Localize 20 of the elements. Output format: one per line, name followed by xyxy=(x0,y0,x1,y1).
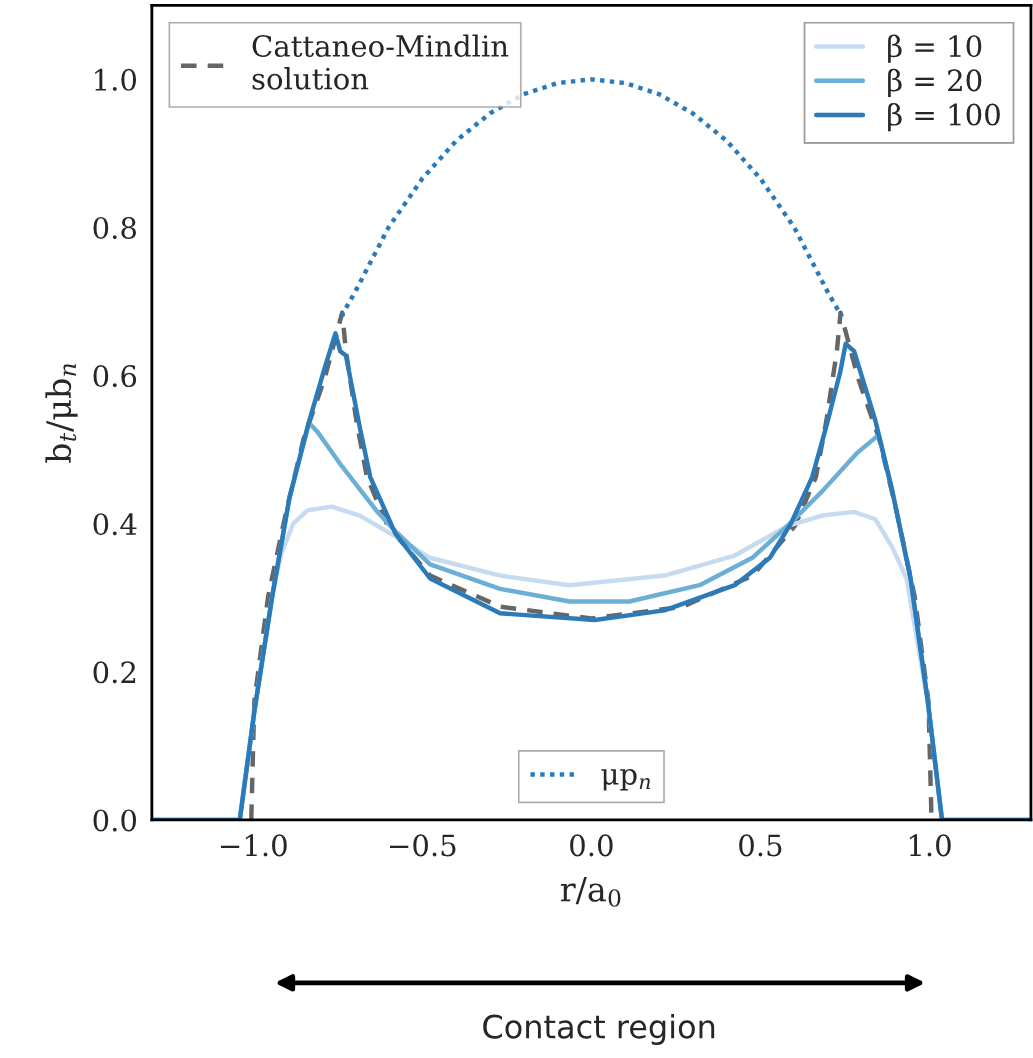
legend-label: β = 100 xyxy=(888,102,1000,132)
legend-label: β = 10 xyxy=(888,34,982,63)
text: Contact region xyxy=(483,1013,715,1045)
x-tick-label: 1.0 xyxy=(909,834,951,857)
y-tick-label: 0.4 xyxy=(93,513,137,536)
y-tick-label: 1.0 xyxy=(95,68,137,91)
y-tick-label: 0.8 xyxy=(93,216,136,239)
x-tick-label: 0.0 xyxy=(570,834,613,857)
y-tick-label: 0.0 xyxy=(93,809,137,832)
line-series xyxy=(249,310,934,820)
legend-label: μp$_{n}$ xyxy=(601,768,651,791)
x-tick-label: −0.5 xyxy=(390,834,456,857)
x-tick-label: −1.0 xyxy=(220,834,287,857)
legend-label: β = 20 xyxy=(888,68,982,98)
x-tick-label: 0.5 xyxy=(739,834,782,857)
y-tick-label: 0.2 xyxy=(93,661,136,684)
y-tick-label: 0.6 xyxy=(93,365,137,388)
x-axis-title: r/a$_{0}$ xyxy=(560,876,621,907)
legend-label: Cattaneo-Mindlin solution xyxy=(252,34,509,90)
y-axis-title: b$_{t}$/μb$_{n}$ xyxy=(45,363,78,463)
